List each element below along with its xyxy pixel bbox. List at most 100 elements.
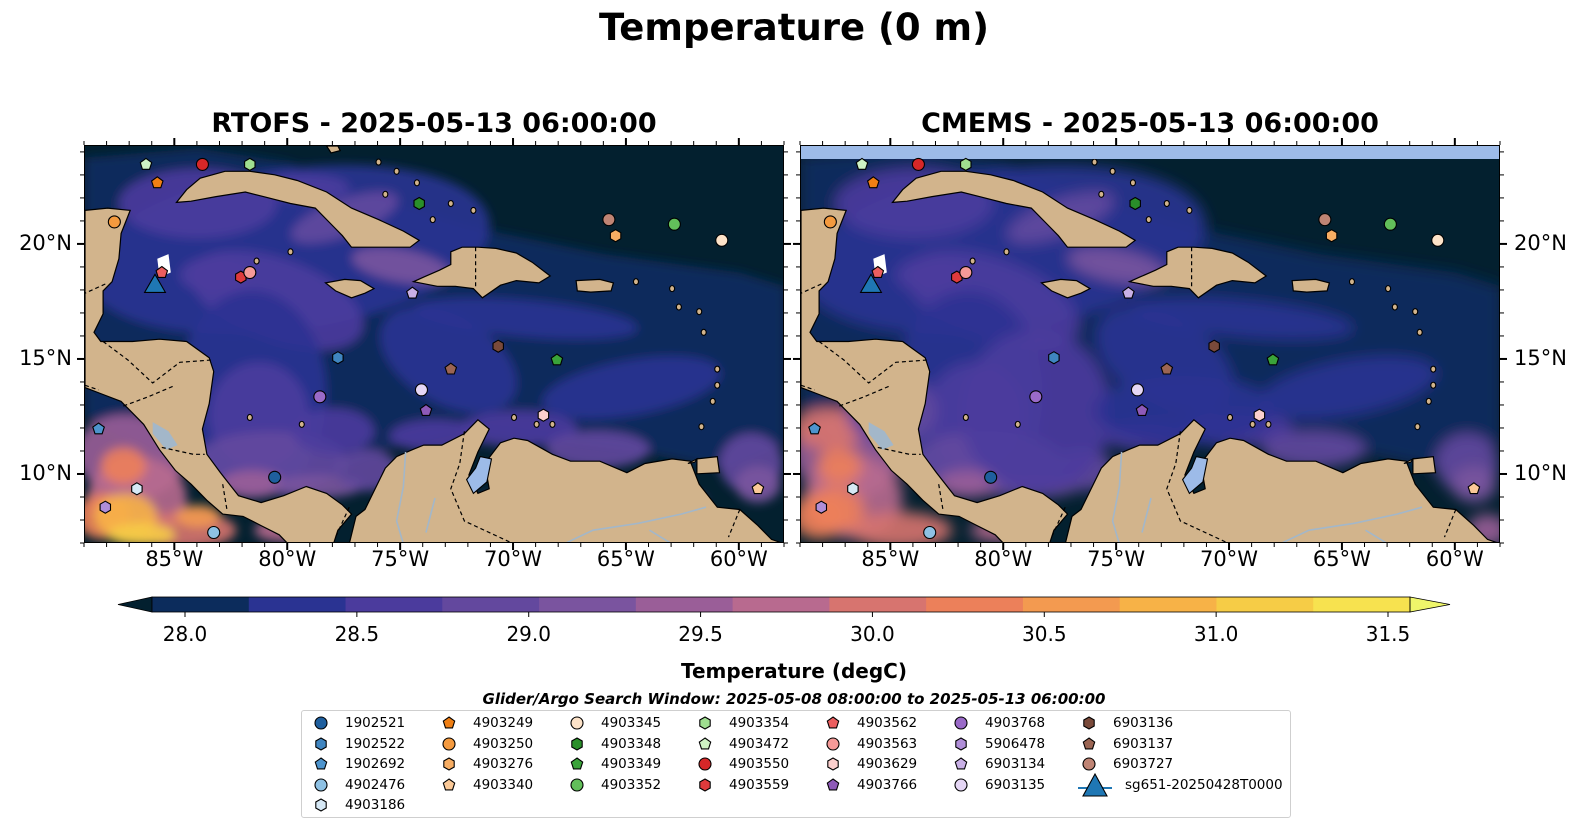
float-4903768 (313, 390, 327, 404)
legend-pentagon-marker-icon (698, 736, 712, 749)
float-4903768 (1029, 390, 1043, 404)
lat-tick-label: 15°N (1514, 345, 1567, 370)
legend-hexagon-marker-icon (571, 736, 583, 751)
legend-label: 6903134 (985, 756, 1046, 772)
legend-item: 4903348 (566, 734, 661, 754)
legend-circle-marker-icon (570, 777, 584, 792)
lat-tick-label: 20°N (19, 230, 72, 255)
lon-tick-label: 65°W (1312, 547, 1371, 571)
float-5906478 (99, 500, 112, 514)
float-4903629 (1253, 408, 1266, 422)
float-6903135 (1130, 383, 1145, 397)
legend-item: 4903766 (822, 775, 917, 795)
legend-item: 6903727 (1078, 754, 1173, 774)
lake-maracaibo (1181, 455, 1209, 495)
legend-item: 4903562 (822, 713, 917, 733)
float-1902521 (984, 470, 998, 484)
legend-hexagon-marker-icon (315, 736, 327, 751)
legend-item: 6903134 (950, 754, 1045, 774)
legend-label: 4903276 (473, 756, 534, 772)
land-puerto-rico (575, 278, 615, 293)
float-4903348 (413, 196, 425, 211)
lake-maracaibo (465, 455, 493, 495)
legend-pentagon-marker-icon (954, 757, 968, 770)
legend-label: 4903249 (473, 715, 534, 731)
glider-marker (143, 273, 167, 293)
float-4903349 (1266, 353, 1280, 366)
colorbar-tick-label: 30.5 (1022, 622, 1067, 646)
land-jamaica (1040, 278, 1092, 299)
float-4903766 (1135, 403, 1149, 416)
legend-label: 5906478 (985, 735, 1046, 752)
colorbar-title: Temperature (degC) (681, 659, 907, 683)
legend-item: 4903472 (694, 734, 789, 754)
legend-label: 4903186 (345, 797, 406, 813)
float-4903345 (1431, 233, 1445, 247)
land-cuba (891, 170, 1137, 248)
float-4903766 (419, 403, 433, 416)
legend-item: 4903768 (950, 713, 1045, 733)
legend-pentagon-marker-icon (442, 716, 456, 729)
lon-tick-label: 75°W (1087, 547, 1146, 571)
float-4903563 (243, 265, 257, 280)
float-markers (808, 157, 1481, 540)
land-trinidad (1412, 455, 1437, 475)
legend-label: 4903563 (857, 735, 918, 752)
float-4903276 (1325, 229, 1338, 243)
land-puerto-rico (1291, 278, 1331, 293)
legend-item: 6903135 (950, 775, 1045, 795)
rtofs-map[interactable] (84, 145, 784, 543)
legend-label: 4903354 (729, 715, 790, 731)
cmems-map-canvas (801, 146, 1499, 542)
legend-circle-marker-icon (1082, 757, 1096, 771)
lat-tick-label: 10°N (1514, 460, 1567, 485)
float-4903562 (871, 265, 885, 278)
lon-tick-label: 85°W (145, 547, 204, 571)
legend-label: 6903727 (1113, 756, 1174, 772)
float-6903727 (1318, 213, 1332, 227)
colorbar-tick-label: 28.5 (334, 622, 380, 646)
float-4903186 (131, 482, 143, 496)
lon-tick-label: 80°W (258, 547, 317, 571)
legend-circle-marker-icon (570, 716, 584, 730)
legend-circle-marker-icon (698, 757, 712, 771)
float-4903563 (959, 265, 973, 280)
lat-tick-label: 15°N (19, 345, 72, 370)
land-trinidad (696, 455, 721, 475)
legend-item: 4903563 (822, 734, 917, 754)
legend-circle-marker-icon (442, 736, 456, 751)
lon-tick-label: 70°W (1200, 547, 1259, 571)
float-6903137 (1160, 362, 1174, 375)
legend-label: 4903349 (601, 756, 662, 772)
cmems-map[interactable] (800, 145, 1500, 543)
legend-hexagon-marker-icon (955, 736, 967, 751)
land-south-america (1065, 418, 1497, 542)
float-4903186 (847, 482, 859, 496)
float-4902476 (923, 525, 937, 540)
legend-label: 4903340 (473, 776, 534, 793)
legend-pentagon-marker-icon (442, 777, 456, 790)
float-4903472 (855, 157, 869, 170)
legend-item: 4903349 (566, 754, 661, 774)
legend-label: 4903768 (985, 715, 1046, 731)
legend-hexagon-marker-icon (315, 798, 327, 812)
legend-item: 4903354 (694, 713, 789, 733)
float-4903345 (715, 233, 729, 247)
float-1902522 (332, 351, 344, 365)
land-masses (85, 146, 781, 542)
land-south-america (349, 418, 781, 542)
float-4903340 (1467, 482, 1481, 495)
no-data-band (801, 146, 1499, 159)
legend-hexagon-marker-icon (699, 777, 711, 792)
cmems-panel-title: CMEMS - 2025-05-13 06:00:00 (921, 108, 1379, 139)
float-4903249 (866, 176, 880, 189)
legend-item: 4903186 (310, 795, 405, 815)
legend-triangle-marker-icon (1078, 772, 1112, 797)
legend-item: 4903550 (694, 754, 789, 774)
legend-hexagon-marker-icon (1083, 716, 1095, 730)
legend-label: 6903136 (1113, 715, 1174, 731)
land-andros (325, 146, 342, 154)
float-4903352 (1383, 217, 1397, 231)
float-1902521 (268, 470, 282, 484)
legend-pentagon-marker-icon (570, 757, 584, 770)
